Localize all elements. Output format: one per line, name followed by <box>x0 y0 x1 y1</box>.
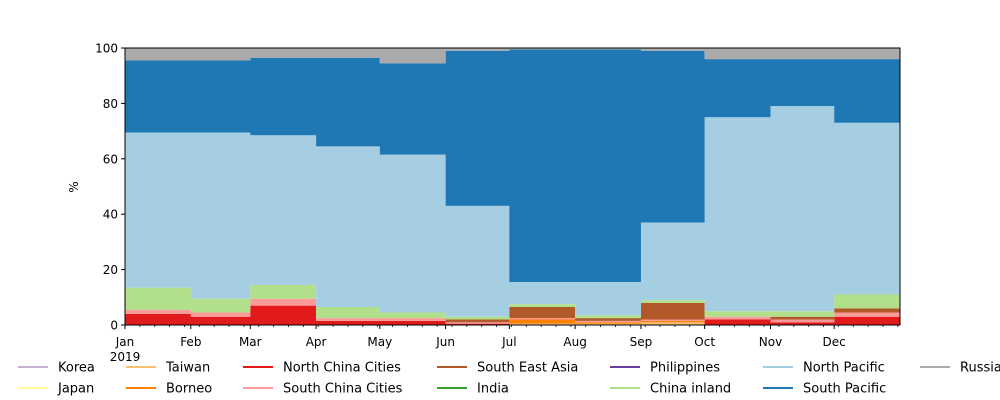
area-north-pacific <box>125 106 900 317</box>
legend-entry: Russia <box>920 361 1000 376</box>
y-tick-label: 0 <box>110 319 118 333</box>
legend-label: North China Cities <box>283 361 401 376</box>
x-axis: Jan Feb Mar Apr May Jun Jul Aug Sep Oct Nov Dec <box>115 325 899 349</box>
x-tick-label: Nov <box>759 335 782 349</box>
legend-entry: South East Asia <box>437 361 578 376</box>
plot-frame <box>124 47 901 326</box>
y-axis-label: % <box>67 181 81 192</box>
x-tick-label: Dec <box>823 335 846 349</box>
legend-label: South China Cities <box>283 382 403 397</box>
legend-label: China inland <box>650 382 731 397</box>
area-north-china-cities <box>125 305 900 325</box>
legend-label: Russia <box>960 361 1000 376</box>
legend-entry: Philippines <box>610 361 720 376</box>
y-tick-label: 20 <box>103 263 118 277</box>
legend-label: Philippines <box>650 361 720 376</box>
legend-entry: North China Cities <box>243 361 401 376</box>
legend-entry: India <box>437 382 509 397</box>
legend-entry: Taiwan <box>126 361 210 376</box>
area-south-pacific <box>125 49 900 283</box>
x-tick-label: Apr <box>306 335 327 349</box>
x-tick-label: Oct <box>694 335 715 349</box>
y-tick-label: 40 <box>103 208 118 222</box>
y-tick-label: 60 <box>103 152 118 166</box>
x-axis-year-label: 2019 <box>110 350 141 364</box>
x-tick-label: Aug <box>563 335 586 349</box>
legend-entry: China inland <box>610 382 731 397</box>
area-taiwan <box>125 322 900 325</box>
legend-label: Korea <box>58 361 95 376</box>
area-south-china-cities <box>125 298 900 324</box>
legend-label: South Pacific <box>803 382 886 397</box>
legend-entry: North Pacific <box>763 361 885 376</box>
area-south-east-asia <box>125 298 900 323</box>
x-tick-label: Jan <box>115 335 135 349</box>
x-tick-label: Jun <box>435 335 455 349</box>
x-tick-label: May <box>367 335 392 349</box>
legend-label: North Pacific <box>803 361 885 376</box>
legend-label: South East Asia <box>477 361 578 376</box>
legend-entry: South Pacific <box>763 382 886 397</box>
x-tick-label: Feb <box>180 335 201 349</box>
legend-entry: Korea <box>18 361 95 376</box>
legend-entry: Japan <box>18 382 94 397</box>
area-russia <box>125 48 900 64</box>
area-china-inland <box>125 284 900 320</box>
area-borneo <box>125 319 900 325</box>
plot-areas <box>125 48 900 325</box>
x-tick-label: Mar <box>239 335 262 349</box>
legend-label: Japan <box>57 382 94 397</box>
x-tick-label: Sep <box>630 335 653 349</box>
x-tick-label: Jul <box>501 335 516 349</box>
legend-label: Taiwan <box>165 361 210 376</box>
legend-entry: Borneo <box>126 382 212 397</box>
legend: Korea Japan Taiwan Borneo North China Cities… <box>18 361 1000 397</box>
y-axis: 0 20 40 60 80 100 <box>95 42 125 333</box>
y-tick-label: 100 <box>95 42 118 56</box>
legend-label: Borneo <box>166 382 212 397</box>
legend-entry: South China Cities <box>243 382 403 397</box>
y-tick-label: 80 <box>103 97 118 111</box>
legend-label: India <box>477 382 509 397</box>
